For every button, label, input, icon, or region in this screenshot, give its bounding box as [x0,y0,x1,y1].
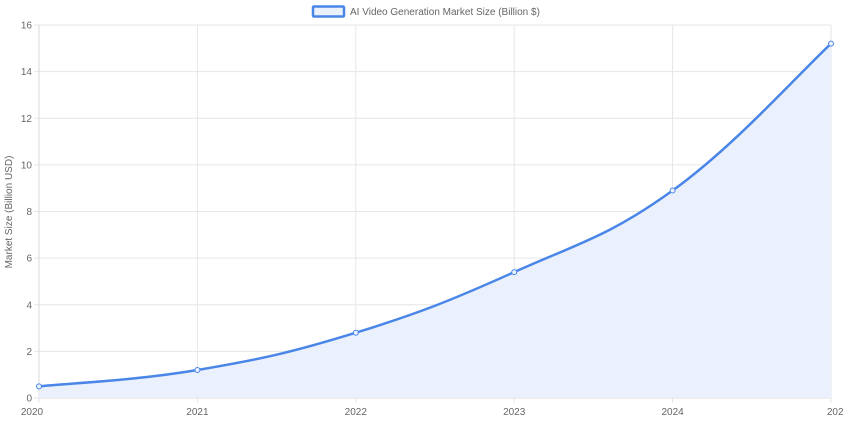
series-area [39,43,831,399]
x-tick-labels: 2020 2021 2022 2023 2024 2025 [21,407,844,418]
data-point[interactable] [36,383,42,390]
y-tick-label: 2 [26,347,32,358]
x-tick-label: 2024 [661,407,684,418]
y-tick-label: 8 [26,207,32,218]
y-tick-label: 12 [21,114,33,125]
data-point[interactable] [352,329,359,336]
data-point[interactable] [194,367,201,374]
x-tick-label: 2023 [503,407,526,418]
y-tick-label: 10 [21,160,33,171]
x-tick-label: 2025 [827,407,844,418]
x-tick-label: 2020 [21,407,44,418]
data-point[interactable] [828,40,834,47]
data-point[interactable] [669,187,676,194]
y-axis-title: Market Size (Billion USD) [4,156,15,269]
y-tick-label: 0 [26,394,32,405]
y-tick-label: 14 [21,67,33,78]
x-tick-label: 2021 [186,407,209,418]
series-line [38,42,832,388]
series-points [36,40,834,390]
x-tick-label: 2022 [345,407,368,418]
y-tick-labels: 0 2 4 6 8 10 12 14 16 [21,21,33,405]
legend[interactable]: AI Video Generation Market Size (Billion… [311,5,540,19]
y-tick-label: 6 [26,254,32,265]
y-tick-label: 16 [21,21,33,32]
y-tick-label: 4 [26,300,32,311]
legend-swatch[interactable] [311,5,346,18]
data-point[interactable] [511,269,518,276]
legend-label: AI Video Generation Market Size (Billion… [350,7,540,18]
